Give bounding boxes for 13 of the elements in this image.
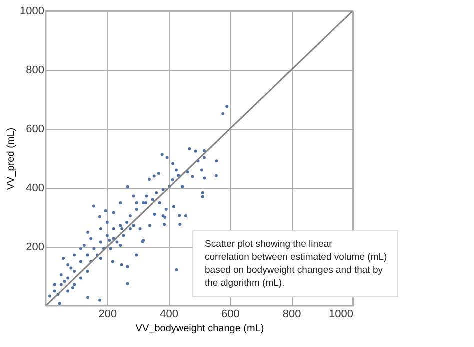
y-tick-label: 1000 (20, 6, 44, 18)
y-tick-label: 600 (26, 124, 44, 136)
y-tick-label: 200 (26, 242, 44, 254)
x-axis-title: VV_bodyweight change (mL) (136, 324, 264, 334)
x-tick-label: 600 (222, 308, 240, 320)
x-tick-label: 400 (160, 308, 178, 320)
x-tick-label: 200 (98, 308, 118, 320)
annotation: Scatter plot showing the linear correlation between estimated volume (mL) based on bodyweight changes and that by the algorithm (mL). (205, 239, 388, 289)
x-tick-label: 800 (282, 308, 302, 320)
x-tick-label: 1000 (329, 308, 354, 320)
y-tick-label: 400 (26, 182, 44, 194)
y-tick-label: 800 (26, 64, 44, 76)
y-axis-title: VV_pred (mL) (6, 128, 18, 190)
